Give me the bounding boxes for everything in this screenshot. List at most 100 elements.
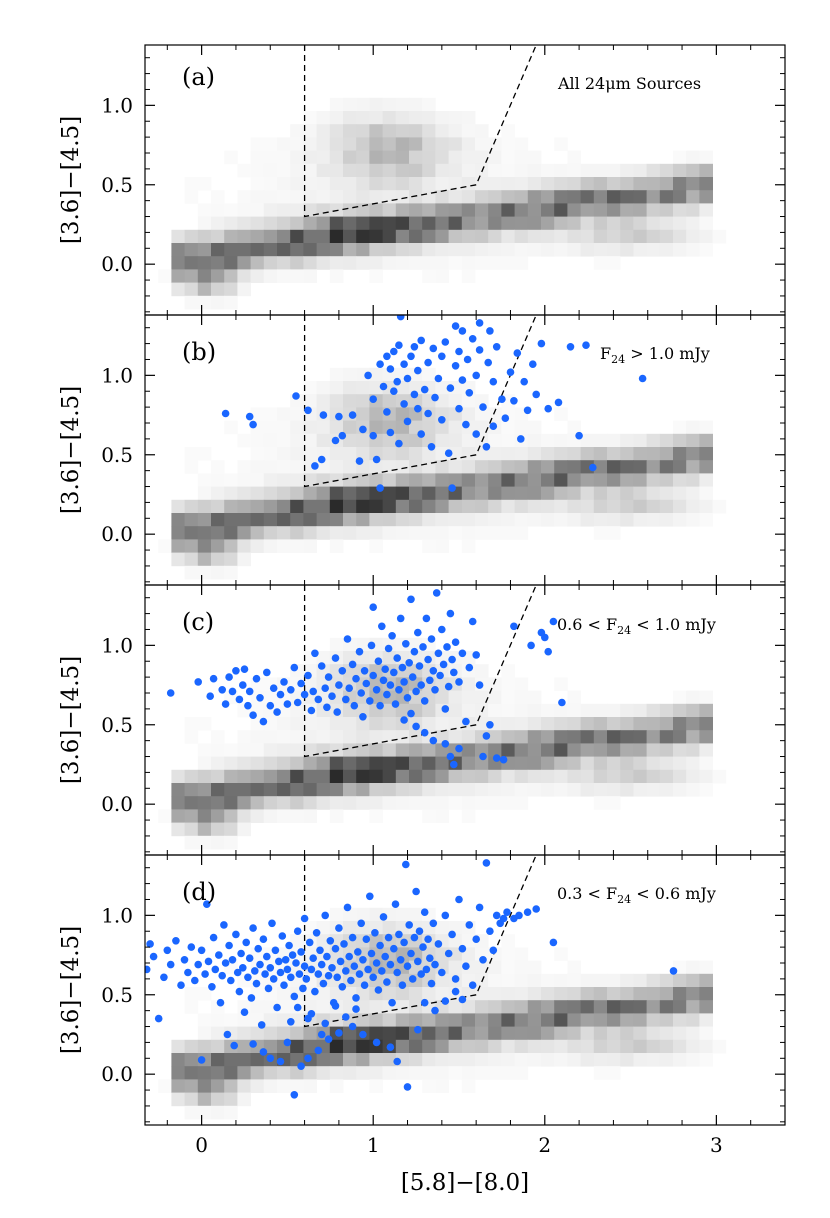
- histogram-cell: [171, 499, 185, 514]
- data-point: [448, 484, 456, 492]
- histogram-cell: [409, 177, 423, 191]
- histogram-cell: [686, 460, 700, 474]
- histogram-cell: [250, 447, 265, 461]
- histogram-cell: [461, 229, 476, 244]
- histogram-cell: [382, 1026, 397, 1041]
- histogram-cell: [369, 796, 383, 810]
- histogram-cell: [277, 486, 291, 501]
- histogram-cell: [422, 163, 436, 178]
- histogram-cell: [329, 907, 344, 922]
- histogram-cell: [686, 513, 700, 527]
- histogram-cell: [224, 243, 238, 257]
- histogram-cell: [659, 783, 674, 797]
- histogram-cell: [395, 756, 410, 771]
- histogram-cell: [197, 1039, 212, 1054]
- histogram-cell: [250, 137, 265, 151]
- histogram-cell: [290, 809, 304, 823]
- histogram-cell: [263, 796, 278, 810]
- histogram-cell: [303, 743, 317, 757]
- histogram-cell: [395, 526, 410, 540]
- histogram-cell: [329, 394, 344, 408]
- histogram-cell: [303, 1039, 317, 1054]
- histogram-cell: [369, 256, 383, 270]
- histogram-cell: [237, 730, 251, 744]
- data-point: [410, 390, 419, 399]
- histogram-cell: [501, 717, 515, 731]
- histogram-cell: [277, 433, 291, 448]
- data-point: [554, 398, 563, 407]
- histogram-cell: [237, 499, 251, 514]
- histogram-cell: [422, 256, 436, 270]
- histogram-cell: [237, 1013, 251, 1027]
- histogram-cell: [409, 473, 423, 487]
- histogram-cell: [211, 822, 225, 837]
- histogram-cell: [488, 743, 502, 757]
- histogram-cell: [673, 1026, 687, 1041]
- histogram-cell: [382, 137, 397, 151]
- histogram-cell: [461, 677, 476, 691]
- data-point: [340, 940, 348, 948]
- histogram-cell: [659, 486, 674, 501]
- histogram-cell: [369, 756, 383, 771]
- histogram-cell: [514, 730, 529, 744]
- histogram-cell: [329, 447, 344, 461]
- data-point: [383, 690, 391, 699]
- histogram-cell: [435, 1013, 449, 1027]
- histogram-cell: [527, 973, 542, 988]
- histogram-cell: [184, 1066, 199, 1080]
- histogram-cell: [171, 269, 185, 283]
- histogram-cell: [593, 703, 608, 718]
- histogram-cell: [633, 703, 647, 718]
- histogram-cell: [633, 203, 647, 217]
- histogram-cell: [620, 473, 634, 487]
- histogram-cell: [422, 124, 436, 138]
- data-point: [566, 343, 575, 351]
- histogram-cell: [303, 394, 317, 408]
- histogram-cell: [607, 769, 621, 784]
- histogram-cell: [356, 150, 370, 165]
- data-point: [342, 695, 350, 704]
- histogram-cell: [501, 256, 515, 270]
- data-point: [336, 957, 345, 966]
- histogram-cell: [197, 1105, 212, 1120]
- histogram-cell: [461, 111, 476, 125]
- histogram-cell: [686, 973, 700, 988]
- data-point: [486, 721, 494, 729]
- histogram-cell: [171, 282, 185, 297]
- histogram-cell: [290, 499, 304, 514]
- histogram-cell: [343, 526, 357, 540]
- histogram-cell: [488, 796, 502, 810]
- histogram-cell: [211, 796, 225, 810]
- histogram-cell: [316, 796, 331, 810]
- histogram-cell: [567, 769, 581, 784]
- data-point: [184, 968, 192, 977]
- histogram-cell: [673, 190, 687, 204]
- histogram-cell: [646, 1039, 661, 1054]
- histogram-cell: [382, 216, 397, 231]
- data-point: [537, 628, 546, 637]
- histogram-cell: [580, 756, 595, 771]
- histogram-cell: [554, 137, 568, 151]
- histogram-cell: [620, 1053, 634, 1067]
- histogram-cell: [277, 420, 291, 435]
- histogram-cell: [461, 243, 476, 257]
- histogram-cell: [659, 1039, 674, 1054]
- data-point: [359, 1030, 367, 1039]
- histogram-cell: [488, 229, 502, 244]
- panel-c: 0.00.51.0 (c) 0.6 < F24 < 1.0 mJy [3.6]−…: [58, 584, 786, 856]
- data-point: [523, 908, 532, 916]
- histogram-cell: [659, 730, 674, 744]
- histogram-cell: [382, 499, 397, 514]
- histogram-cell: [488, 190, 502, 204]
- data-point: [438, 416, 446, 424]
- histogram-cell: [501, 420, 515, 435]
- histogram-cell: [620, 1000, 634, 1014]
- histogram-cell: [422, 769, 436, 784]
- histogram-cell: [461, 730, 476, 744]
- histogram-cell: [461, 743, 476, 757]
- histogram-cell: [184, 1000, 199, 1014]
- data-point: [311, 462, 319, 470]
- y-tick-label: 0.0: [101, 522, 133, 546]
- histogram-cell: [263, 433, 278, 448]
- histogram-cell: [356, 796, 370, 810]
